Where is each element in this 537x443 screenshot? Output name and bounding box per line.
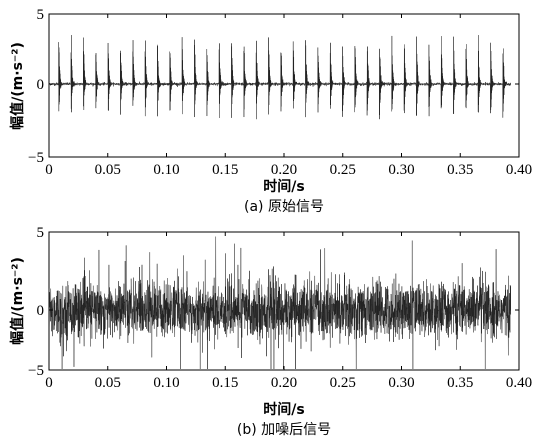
y-tick-label: −5	[28, 363, 44, 379]
x-axis-title-b: 时间/s	[263, 401, 304, 418]
y-tick-label: 0	[37, 77, 45, 93]
y-axis-title-b: 幅值/(m·s⁻²)	[9, 257, 26, 345]
caption-b: (b) 加噪后信号	[237, 422, 331, 438]
signal-b	[48, 236, 512, 370]
x-tick-label: 0.20	[271, 375, 297, 391]
signal-a	[48, 35, 512, 120]
x-tick-label: 0.30	[388, 375, 414, 391]
y-tick-label: −5	[28, 150, 44, 166]
panel-b: 0 0.05 0.10 0.15 0.20 0.25 0.30 0.35 0.40 −505 时…	[9, 225, 532, 438]
y-axis-title-a: 幅值/(m·s⁻²)	[9, 42, 26, 130]
y-ticks-a: −5 0 5	[28, 7, 519, 166]
x-ticks-a: 0 0.05 0.10 0.15 0.20 0.25 0.30 0.35 0.40	[45, 14, 532, 178]
x-tick-label: 0.35	[447, 375, 473, 391]
x-tick-label: 0	[45, 375, 53, 391]
x-tick-label: 0.15	[212, 375, 238, 391]
caption-a: (a) 原始信号	[244, 199, 324, 215]
signal-trace	[48, 236, 512, 370]
x-axis-title-a: 时间/s	[263, 178, 304, 195]
x-tick-label: 0.05	[95, 375, 121, 391]
x-tick-label: 0.30	[388, 162, 414, 178]
x-tick-label: 0.40	[506, 375, 532, 391]
y-ticks-b: −5 0 5	[28, 225, 519, 379]
x-tick-label: 0.10	[153, 162, 179, 178]
x-tick-label: 0	[45, 162, 53, 178]
x-tick-label: 0.25	[330, 375, 356, 391]
y-tick-label: 5	[37, 7, 45, 23]
x-tick-label: 0.10	[153, 375, 179, 391]
x-tick-label: 0.20	[271, 162, 297, 178]
panel-a: 0 0.05 0.10 0.15 0.20 0.25 0.30 0.35 0.40 −505 时…	[9, 7, 532, 215]
x-tick-label: 0.05	[95, 162, 121, 178]
y-tick-label: 5	[37, 225, 45, 241]
y-tick-label: 0	[37, 303, 45, 319]
x-tick-label: 0.40	[506, 162, 532, 178]
x-tick-label: 0.15	[212, 162, 238, 178]
x-ticks-b: 0 0.05 0.10 0.15 0.20 0.25 0.30 0.35 0.40	[45, 232, 532, 391]
x-tick-label: 0.25	[330, 162, 356, 178]
x-tick-label: 0.35	[447, 162, 473, 178]
signal-trace	[48, 35, 512, 120]
